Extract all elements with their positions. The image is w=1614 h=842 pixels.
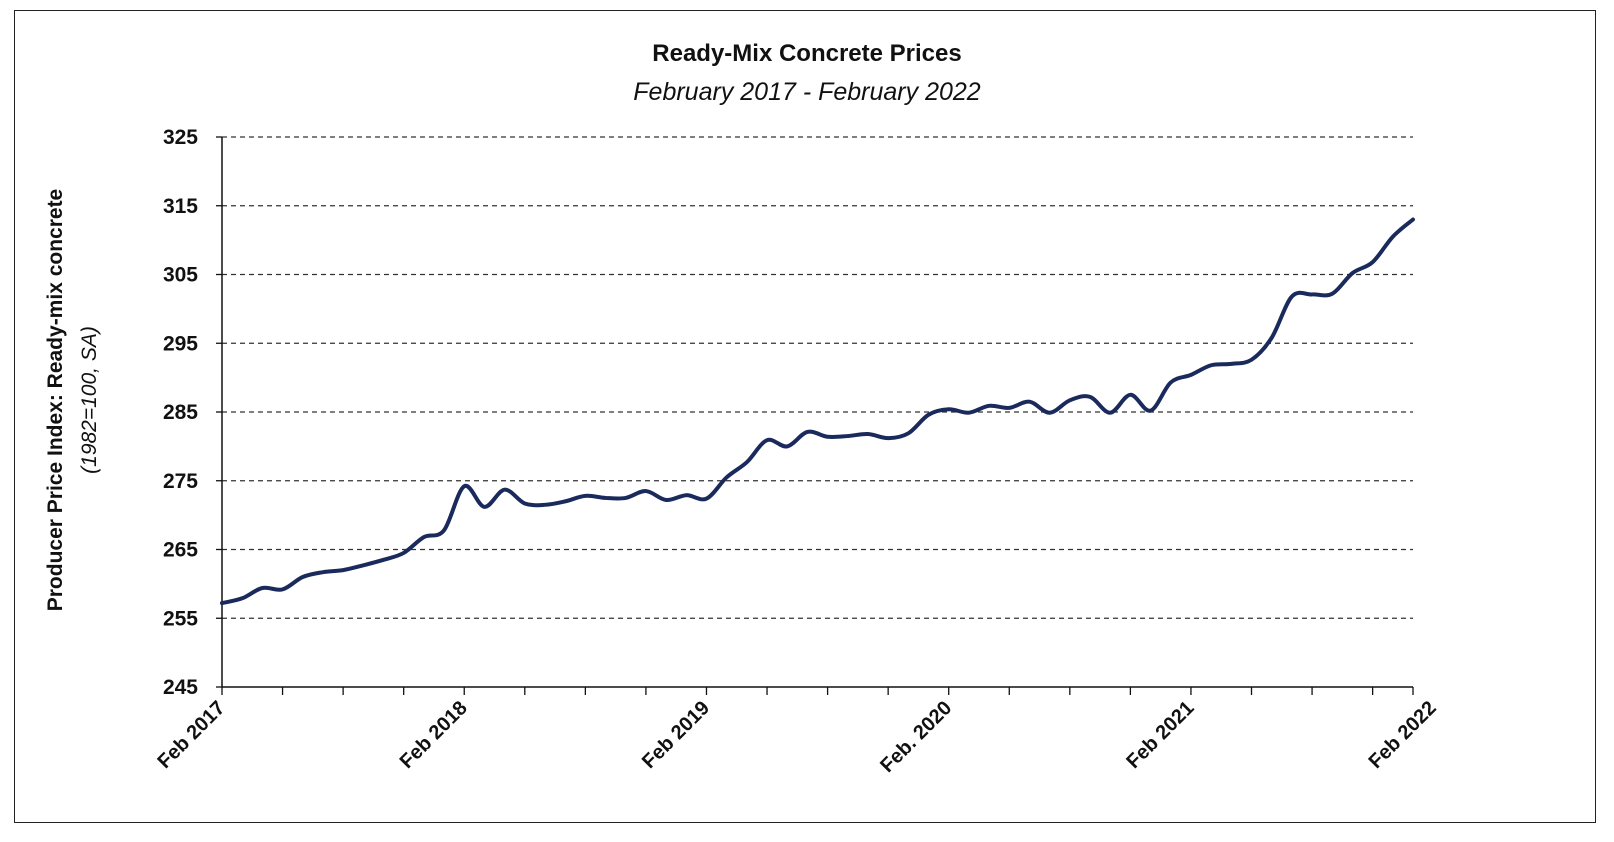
x-tick-label: Feb 2019: [638, 697, 714, 773]
series-line-ppi: [220, 217, 1415, 606]
y-tick-labels: 245 255 265 275 285 295 305 315 325: [163, 126, 198, 699]
y-tick-label: 265: [163, 539, 198, 562]
y-tick-label: 285: [163, 401, 198, 424]
y-axis-label-note: (1982=100, SA): [78, 326, 101, 474]
chart-subtitle: February 2017 - February 2022: [633, 78, 981, 106]
x-tick-label: Feb 2017: [153, 697, 229, 773]
y-tick-label: 325: [163, 126, 198, 149]
x-tick-label: Feb 2021: [1122, 697, 1198, 773]
y-tick-label: 305: [163, 264, 198, 287]
y-tick-label: 315: [163, 195, 198, 218]
x-tick-label: Feb 2022: [1365, 697, 1441, 773]
series-layer: [220, 217, 1415, 606]
y-tick-label: 275: [163, 470, 198, 493]
gridlines: [222, 136, 1413, 619]
x-tick-labels: Feb 2017 Feb 2018 Feb 2019 Feb. 2020 Feb 202…: [153, 697, 1440, 777]
x-tick-label: Feb 2018: [396, 697, 472, 773]
chart-title: Ready-Mix Concrete Prices: [652, 40, 962, 67]
y-tick-label: 245: [163, 676, 198, 699]
y-tick-label: 255: [163, 607, 198, 630]
axes: [216, 136, 1414, 695]
y-tick-label: 295: [163, 332, 198, 355]
x-tick-label: Feb. 2020: [876, 697, 956, 777]
y-axis-label: Producer Price Index: Ready-mix concrete: [44, 189, 67, 612]
